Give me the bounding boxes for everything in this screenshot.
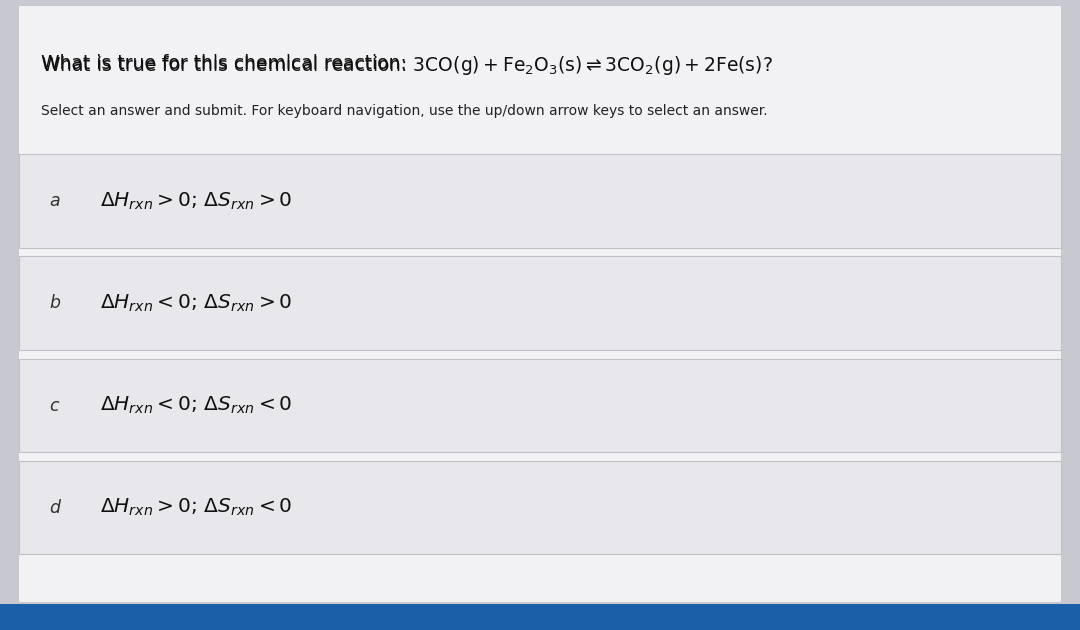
Bar — [19, 154, 1061, 248]
Text: What is true for this chemical reaction:: What is true for this chemical reaction: — [41, 54, 413, 72]
Text: $\Delta H_{rxn} < 0;\, \Delta S_{rxn} < 0$: $\Delta H_{rxn} < 0;\, \Delta S_{rxn} < … — [100, 395, 293, 416]
Bar — [19, 461, 1061, 554]
Text: $\Delta H_{rxn} > 0;\, \Delta S_{rxn} > 0$: $\Delta H_{rxn} > 0;\, \Delta S_{rxn} > … — [100, 190, 293, 212]
Text: d: d — [50, 499, 60, 517]
Text: $\Delta H_{rxn} < 0;\, \Delta S_{rxn} > 0$: $\Delta H_{rxn} < 0;\, \Delta S_{rxn} > … — [100, 292, 293, 314]
FancyBboxPatch shape — [19, 6, 1061, 602]
Text: c: c — [50, 397, 59, 415]
Text: a: a — [50, 192, 60, 210]
Text: Select an answer and submit. For keyboard navigation, use the up/down arrow keys: Select an answer and submit. For keyboar… — [41, 104, 768, 118]
Bar — [19, 256, 1061, 350]
Text: $\Delta H_{rxn} > 0;\, \Delta S_{rxn} < 0$: $\Delta H_{rxn} > 0;\, \Delta S_{rxn} < … — [100, 497, 293, 518]
Text: What is true for this chemical reaction: $3\mathrm{CO(g)} + \mathrm{Fe_2O_3(s)} : What is true for this chemical reaction:… — [41, 54, 773, 77]
Text: b: b — [50, 294, 60, 312]
Bar — [0, 604, 1080, 630]
Bar — [19, 359, 1061, 452]
